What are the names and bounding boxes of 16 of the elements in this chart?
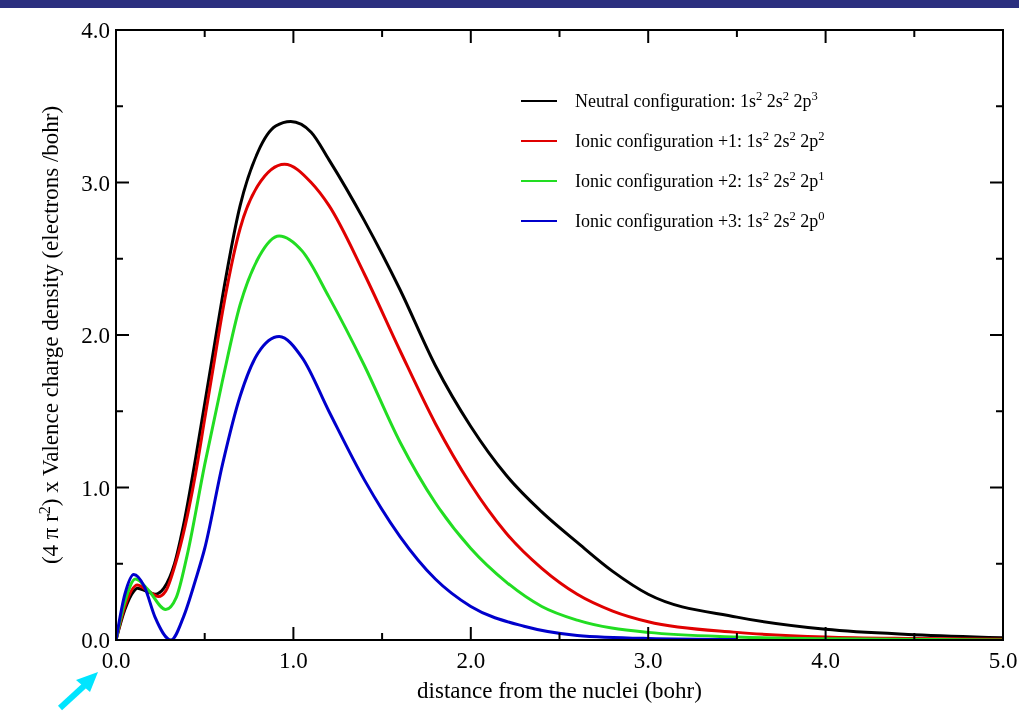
line-series (116, 234, 1003, 640)
legend-label: Neutral configuration: 1s$^{2}$ 2s$^{2}$ 2p$^{3}$ (575, 89, 818, 111)
y-tick-label: 4.0 (81, 18, 110, 43)
legend-label: Ionic configuration +3: 1s$^{2}$ 2s$^{2}$ 2p$^{0}$ (575, 209, 825, 231)
legend-label: Ionic configuration +2: 1s$^{2}$ 2s$^{2}$ 2p$^{1}$ (575, 169, 825, 191)
x-tick-label: 3.0 (633, 648, 663, 673)
x-axis-title: distance from the nuclei (bohr) (417, 678, 702, 703)
x-tick-label: 1.0 (279, 648, 308, 673)
x-tick-label: 4.0 (811, 648, 840, 673)
x-tick-label: 2.0 (456, 648, 486, 673)
y-tick-label: 1.0 (81, 475, 110, 501)
y-tick-label: 2.0 (81, 323, 110, 348)
x-tick-label: 5.0 (988, 648, 1018, 673)
legend-label: Ionic configuration +1: 1s$^{2}$ 2s$^{2}$ 2p$^{2}$ (575, 129, 825, 151)
line-series (116, 335, 739, 640)
y-tick-label: 3.0 (81, 170, 110, 196)
